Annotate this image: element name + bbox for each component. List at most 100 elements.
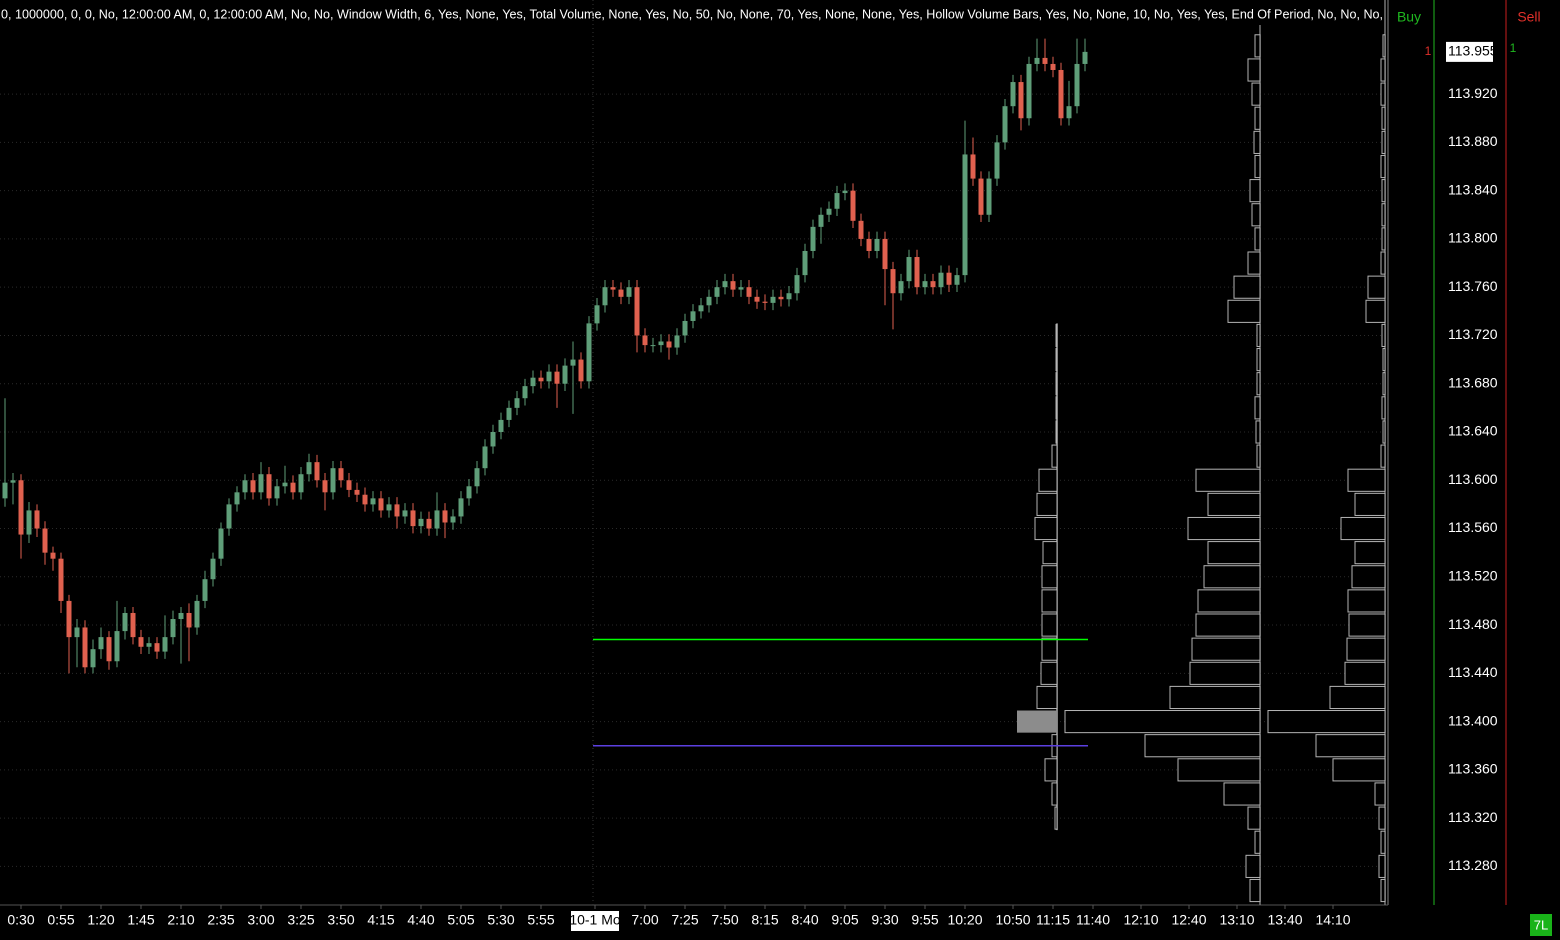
candle-body [442, 510, 448, 523]
y-tick-label: 113.800 [1448, 230, 1498, 246]
profile-bar [1253, 130, 1261, 154]
candle-body [594, 305, 600, 324]
x-tick-label: 2:35 [207, 912, 234, 928]
candle-body [882, 238, 888, 270]
x-tick-label: 7:00 [631, 912, 658, 928]
candle-body [1042, 57, 1048, 64]
candle-body [458, 498, 464, 517]
profile-bar [1381, 227, 1386, 251]
profile-bar [1380, 82, 1386, 106]
x-tick-label: 3:50 [327, 912, 354, 928]
candle-body [218, 528, 224, 559]
candle-body [114, 631, 120, 662]
candle-body [1058, 69, 1064, 119]
x-tick-label: 10:20 [947, 912, 982, 928]
buy-header[interactable]: Buy [1397, 9, 1421, 25]
candle-body [554, 371, 560, 384]
candle-body [570, 359, 576, 366]
profile-bar [1207, 492, 1261, 516]
x-tick-label: 14:10 [1315, 912, 1350, 928]
profile-bar [1041, 565, 1058, 589]
profile-bar [1381, 203, 1386, 227]
profile-bar [1195, 613, 1261, 637]
candle-body [514, 398, 520, 408]
candle-body [866, 238, 872, 251]
profile-bar [1247, 58, 1261, 82]
profile-bar [1187, 516, 1261, 541]
profile-bar [1374, 782, 1386, 806]
x-tick-label: 12:40 [1171, 912, 1206, 928]
profile-bar [1354, 492, 1386, 516]
profile-bar [1254, 227, 1261, 251]
candle-body [242, 480, 248, 493]
candle-body [306, 462, 312, 475]
candle-body [1002, 106, 1008, 143]
candle-body [546, 371, 552, 382]
y-tick-label: 113.880 [1448, 133, 1498, 149]
profile-bar [1378, 854, 1386, 878]
profile-bar [1195, 468, 1261, 492]
candle-body [1026, 63, 1032, 119]
profile-bar [1251, 203, 1261, 227]
candle-body [786, 293, 792, 300]
last-price-label: 113.955 [1448, 43, 1498, 59]
profile-bar [1055, 420, 1058, 444]
profile-bar [1380, 251, 1386, 275]
profile-bar [1348, 613, 1386, 637]
profile-bar [1256, 348, 1261, 372]
x-tick-label: 3:25 [287, 912, 314, 928]
candle-body [266, 474, 272, 499]
candle-body [34, 510, 40, 529]
sell-header[interactable]: Sell [1517, 9, 1540, 25]
candle-body [1082, 51, 1088, 64]
profile-bar [1351, 565, 1386, 589]
y-tick-label: 113.320 [1448, 809, 1498, 825]
candle-body [762, 301, 768, 303]
profile-bar [1381, 179, 1386, 203]
candle-body [674, 335, 680, 348]
profile-bar [1254, 154, 1261, 179]
candle-body [874, 238, 880, 251]
candle-body [618, 289, 624, 297]
candle-body [178, 612, 184, 620]
candle-body [74, 627, 80, 638]
profile-bar [1055, 323, 1058, 348]
profile-bar [1255, 420, 1261, 444]
x-tick-highlight [571, 911, 619, 931]
candle-body [802, 250, 808, 276]
candle-body [626, 287, 632, 297]
profile-bar [1256, 323, 1261, 348]
y-tick-label: 113.560 [1448, 519, 1498, 535]
profile-bar [1380, 58, 1386, 82]
candle-body [162, 637, 168, 652]
profile-bar [1227, 299, 1261, 323]
candle-body [154, 643, 160, 652]
profile-bar [1223, 782, 1261, 806]
x-tick-label: 8:15 [751, 912, 778, 928]
x-tick-label: 0:30 [7, 912, 34, 928]
candle-body [26, 510, 32, 535]
profile-bar [1042, 541, 1058, 565]
candle-body [362, 494, 368, 505]
candle-body [890, 269, 896, 294]
profile-bar [1332, 758, 1386, 782]
candle-body [666, 341, 672, 348]
profile-bar [1233, 275, 1261, 299]
candle-body [322, 480, 328, 493]
x-tick-label: 11:40 [1076, 912, 1110, 928]
candle-body [210, 558, 216, 580]
candle-body [386, 504, 392, 511]
profile-bar [1329, 685, 1386, 710]
profile-bar [1169, 685, 1261, 710]
profile-bar [1054, 806, 1058, 830]
candle-body [778, 296, 784, 300]
profile-bar [1177, 758, 1261, 782]
candle-body [978, 178, 984, 215]
x-tick-label: 12:10 [1123, 912, 1158, 928]
candle-body [106, 637, 112, 662]
profile-bar [1254, 830, 1261, 854]
candle-body [754, 296, 760, 302]
